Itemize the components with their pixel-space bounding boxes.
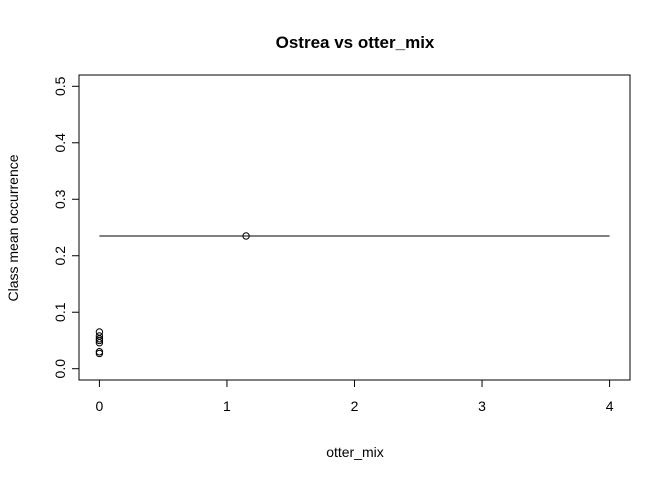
- y-tick-label: 0.1: [52, 302, 68, 322]
- y-axis: 0.0 0.1 0.2 0.3 0.4 0.5: [52, 76, 80, 379]
- x-tick-label: 3: [478, 398, 486, 414]
- x-axis: 0 1 2 3 4: [96, 379, 614, 414]
- y-tick-label: 0.4: [52, 133, 68, 153]
- data-point: [242, 232, 250, 240]
- x-tick-label: 0: [96, 398, 104, 414]
- y-axis-label: Class mean occurrence: [5, 154, 21, 301]
- data-series: [95, 232, 610, 358]
- plot-box: [78, 74, 631, 381]
- x-tick-label: 2: [351, 398, 359, 414]
- data-point: [95, 336, 104, 345]
- chart-title: Ostrea vs otter_mix: [276, 33, 435, 52]
- data-point: [95, 349, 104, 358]
- y-tick-label: 0.2: [52, 246, 68, 266]
- y-tick-label: 0.0: [52, 359, 68, 379]
- x-axis-label: otter_mix: [326, 444, 384, 460]
- x-tick-label: 1: [223, 398, 231, 414]
- data-point: [95, 339, 104, 347]
- y-tick-label: 0.5: [52, 76, 68, 96]
- x-tick-label: 4: [606, 398, 614, 414]
- y-tick-label: 0.3: [52, 189, 68, 209]
